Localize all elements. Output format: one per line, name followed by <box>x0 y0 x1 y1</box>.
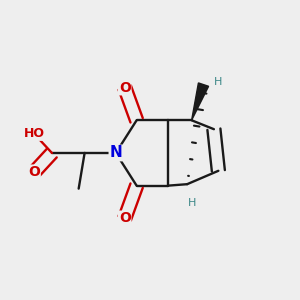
Polygon shape <box>192 83 208 120</box>
Text: N: N <box>110 146 122 160</box>
Text: O: O <box>28 165 40 179</box>
Text: H: H <box>214 76 223 87</box>
Text: O: O <box>119 81 131 94</box>
Text: H: H <box>188 199 196 208</box>
Text: O: O <box>119 212 131 225</box>
Text: HO: HO <box>24 127 45 140</box>
